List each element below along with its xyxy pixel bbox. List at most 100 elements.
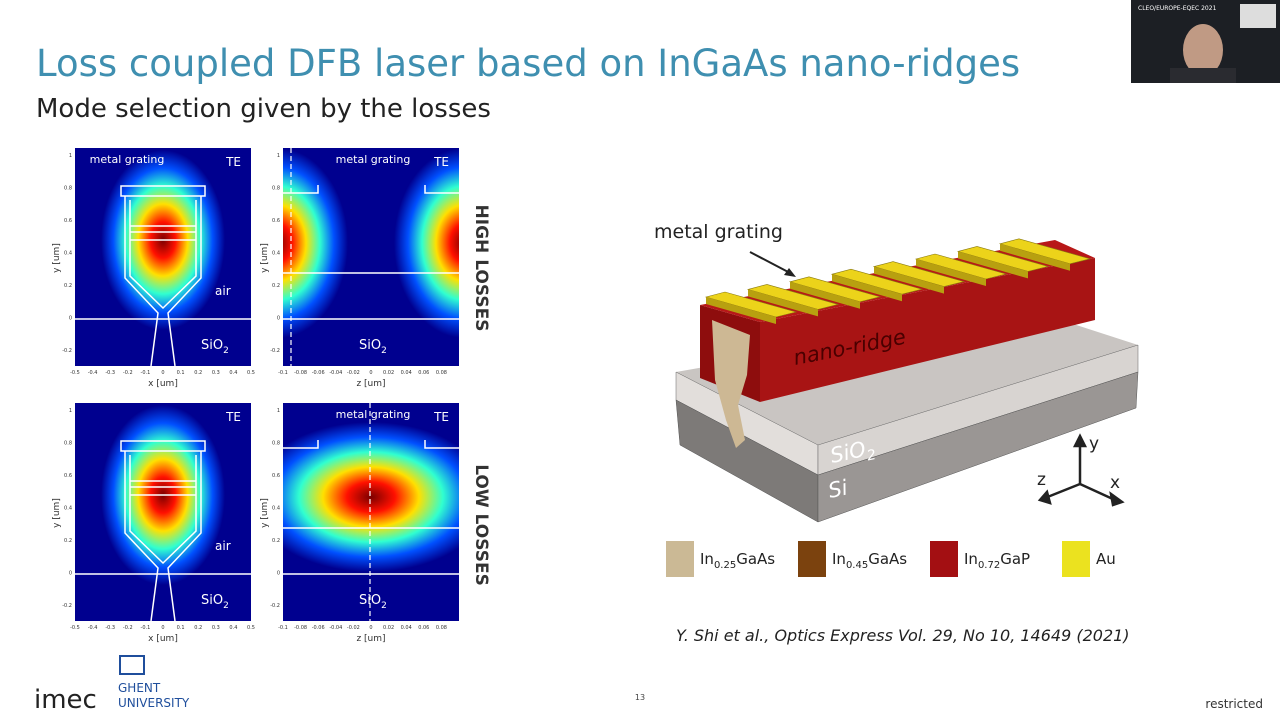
ridge-side — [760, 258, 1095, 402]
x-tick-label: -0.4 — [88, 625, 98, 631]
x-tick-label: -0.1 — [141, 625, 151, 631]
y-tick-label: 0.4 — [64, 251, 72, 257]
legend-base: In — [964, 550, 978, 568]
ghent-logo: GHENT — [118, 681, 161, 695]
y-tick-label: 0.8 — [64, 186, 72, 192]
x-tick-label: 0.08 — [436, 370, 447, 376]
x-axis-label: z [um] — [356, 634, 385, 644]
gold-bar-side — [790, 281, 860, 309]
plot-label: air — [215, 284, 231, 298]
plot-label: metal grating — [336, 153, 411, 166]
y-tick-label: 0.6 — [272, 218, 280, 224]
legend-base: Au — [1096, 550, 1116, 568]
y-tick-label: 0 — [277, 571, 280, 577]
plot-tag: TE — [433, 155, 449, 169]
legend-swatch — [666, 541, 694, 577]
webcam-logo — [1240, 4, 1276, 28]
plot-label: SiO2 — [201, 338, 229, 356]
y-tick-label: 0.4 — [64, 506, 72, 512]
substrate-top — [676, 310, 1138, 445]
y-tick-label: 0.6 — [64, 473, 72, 479]
x-tick-label: 0.2 — [194, 370, 202, 376]
x-tick-label: 0.02 — [383, 625, 394, 631]
legend-label: In0.72GaP — [964, 550, 1030, 571]
x-tick-label: -0.08 — [294, 370, 307, 376]
gold-grating — [704, 238, 1092, 324]
x-tick-label: 0.06 — [418, 370, 429, 376]
x-tick-label: 0.1 — [177, 370, 185, 376]
axis-label: x — [1110, 473, 1120, 493]
plot-tag: TE — [433, 410, 449, 424]
ugent-icon — [119, 655, 145, 675]
y-tick-label: -0.2 — [62, 603, 72, 609]
x-tick-label: 0 — [369, 625, 372, 631]
axis-label: z — [1037, 470, 1046, 490]
page-number: 13 — [635, 693, 645, 702]
presenter-body — [1170, 68, 1236, 83]
mode — [394, 148, 459, 338]
x-tick-label: -0.3 — [105, 625, 115, 631]
x-tick-label: -0.1 — [278, 625, 288, 631]
webcam-caption: CLEO/EUROPE-EQEC 2021 — [1138, 5, 1217, 12]
gold-bar-side — [1000, 243, 1070, 271]
y-tick-label: 0.2 — [272, 283, 280, 289]
mode — [283, 422, 459, 572]
field — [75, 148, 251, 366]
gold-bar-side — [832, 274, 902, 302]
sub-base: SiO — [201, 338, 223, 353]
x-tick-label: -0.02 — [347, 370, 360, 376]
x-tick-label: -0.1 — [278, 370, 288, 376]
x-axis-label: x [um] — [148, 379, 178, 389]
gold-bar-side — [748, 289, 818, 317]
diagram-label: metal grating — [654, 221, 783, 243]
logos: imec GHENT UNIVERSITY — [34, 655, 190, 715]
y-axis-label: y [um] — [260, 498, 270, 528]
axes-gizmo — [1037, 433, 1125, 507]
diagram-label: Si — [826, 475, 850, 502]
x-tick-label: 0.5 — [247, 370, 255, 376]
mode — [283, 148, 348, 338]
slide-title: Loss coupled DFB laser based on InGaAs n… — [36, 42, 1020, 85]
x-tick-label: 0.3 — [212, 370, 220, 376]
gold-bar-side — [958, 251, 1028, 279]
structure — [120, 440, 206, 621]
x-axis-label: x [um] — [148, 634, 178, 644]
x-tick-label: 0 — [161, 370, 164, 376]
plot-label: SiO2 — [201, 593, 229, 611]
si-side — [817, 371, 1139, 523]
gold-bar-side — [706, 297, 776, 324]
y-tick-label: 0.6 — [272, 473, 280, 479]
mode-plot: TE metal grating SiO2 z [um] y [um] -0.1 -0.08… — [260, 403, 459, 644]
x-tick-label: 0.02 — [383, 370, 394, 376]
x-tick-label: -0.02 — [347, 625, 360, 631]
plot-tag: TE — [225, 155, 241, 169]
y-tick-label: 0.2 — [64, 283, 72, 289]
legend-sub: 0.72 — [978, 560, 1000, 571]
mode-plot: TE metal grating SiO2 z [um] y [um] -0.1 -0.08… — [260, 148, 459, 389]
plot-label: SiO2 — [359, 593, 387, 611]
x-tick-label: -0.04 — [329, 625, 342, 631]
plot-label: SiO2 — [359, 338, 387, 356]
x-tick-label: 0.4 — [229, 370, 237, 376]
arrow-head — [784, 268, 796, 277]
y-tick-label: 0.8 — [272, 441, 280, 447]
x-tick-label: 0 — [369, 370, 372, 376]
y-axis-label: y [um] — [260, 243, 270, 273]
legend: In0.25GaAs In0.45GaAs In0.72GaP Au — [666, 541, 1116, 577]
x-tick-label: 0.2 — [194, 625, 202, 631]
x-tick-label: -0.08 — [294, 625, 307, 631]
legend-swatch — [1062, 541, 1090, 577]
mode-plot: TE air SiO2 x [um] y [um] -0.5 -0.4 -0.3 -0.2 -0.… — [52, 403, 255, 644]
legend-sub: 0.25 — [714, 560, 736, 571]
sub-index: 2 — [223, 601, 229, 611]
sub-index: 2 — [381, 601, 387, 611]
legend-rest: GaAs — [736, 550, 775, 568]
y-tick-label: -0.2 — [62, 348, 72, 354]
axis-label: y — [1089, 434, 1099, 454]
y-tick-label: 1 — [277, 153, 280, 159]
row-label: LOW LOSSES — [471, 464, 491, 586]
structure — [283, 440, 459, 529]
plot-label: air — [215, 539, 231, 553]
row-label: HIGH LOSSES — [471, 205, 491, 332]
gold-bar-side — [874, 266, 944, 294]
